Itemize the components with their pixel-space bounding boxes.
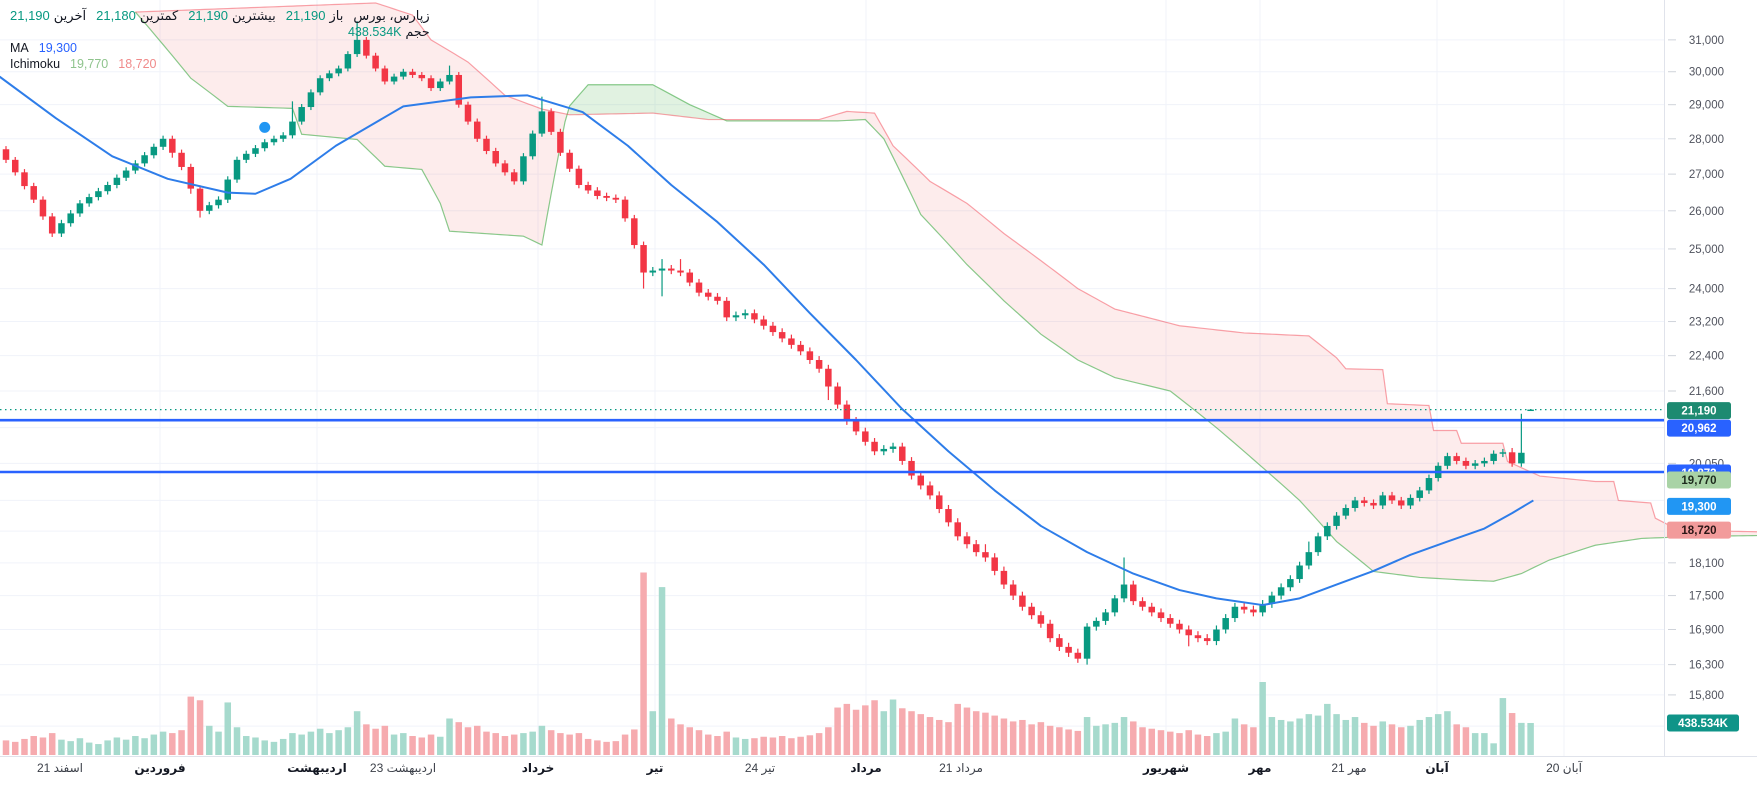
svg-text:23 اردیبهشت: 23 اردیبهشت: [370, 761, 436, 776]
time-axis[interactable]: 21 اسفند فروردین اردیبهشت 23 اردیبهشت خرداد ت…: [37, 760, 1583, 776]
legend-ma-row: MA 19,300: [10, 40, 430, 56]
svg-text:30,000: 30,000: [1689, 67, 1724, 79]
price-tag: 19,770: [1667, 471, 1731, 489]
legend-high: بیشترین 21,190: [188, 8, 276, 23]
senkou-b-line: [135, 2, 1757, 533]
svg-text:23,200: 23,200: [1689, 317, 1724, 329]
svg-text:21 اسفند: 21 اسفند: [37, 761, 83, 775]
price-tag: 18,720: [1667, 521, 1731, 539]
ichimoku-cloud: [134, 2, 1757, 582]
svg-text:29,000: 29,000: [1689, 100, 1724, 112]
svg-text:438.534K: 438.534K: [1678, 718, 1729, 730]
volume-tag: 438.534K: [1667, 714, 1739, 732]
svg-text:24,000: 24,000: [1689, 284, 1724, 296]
svg-text:21 مهر: 21 مهر: [1331, 761, 1366, 776]
svg-text:آبان: آبان: [1425, 760, 1449, 775]
svg-text:25,000: 25,000: [1689, 244, 1724, 256]
legend-last: آخرین 21,190: [10, 8, 87, 23]
svg-text:خرداد: خرداد: [522, 761, 555, 775]
svg-text:27,000: 27,000: [1689, 169, 1724, 181]
svg-text:مرداد: مرداد: [850, 761, 881, 775]
price-tag: 20,962: [1667, 419, 1731, 437]
svg-text:31,000: 31,000: [1689, 35, 1724, 47]
ichimoku-senkou-a-value: 19,770: [70, 57, 109, 71]
svg-text:20,962: 20,962: [1681, 423, 1716, 435]
svg-text:19,770: 19,770: [1681, 475, 1716, 487]
svg-text:اردیبهشت: اردیبهشت: [287, 761, 346, 775]
legend-ichimoku-row: Ichimoku 19,770 18,720: [10, 56, 430, 72]
price-axis[interactable]: 31,000 30,000 29,000 28,000 27,000 26,000 25,0…: [1668, 35, 1724, 702]
senkou-a-line: [134, 11, 1757, 582]
svg-text:21,600: 21,600: [1689, 386, 1724, 398]
ma-line[interactable]: [0, 75, 1534, 607]
svg-text:17,500: 17,500: [1689, 591, 1724, 603]
chart-legend: زپارس، بورس باز 21,190 بیشترین 21,190 کم…: [10, 7, 430, 72]
price-tag: 19,300: [1667, 497, 1731, 515]
svg-text:تیر: تیر: [646, 761, 664, 775]
svg-text:19,300: 19,300: [1681, 501, 1716, 513]
svg-text:24 تیر: 24 تیر: [745, 761, 775, 776]
svg-text:20 آبان: 20 آبان: [1546, 760, 1582, 775]
candles-layer[interactable]: [2, 21, 1534, 665]
marker-dot[interactable]: [259, 121, 271, 133]
legend-low: کمترین 21,180: [96, 8, 179, 23]
legend-volume-row: حجم 438.534K: [10, 24, 430, 40]
grid-layer: [0, 0, 1664, 756]
svg-text:مهر: مهر: [1248, 761, 1272, 775]
symbol-name: زپارس، بورس: [353, 8, 430, 23]
svg-text:شهریور: شهریور: [1142, 761, 1189, 776]
price-tag: 21,190: [1667, 402, 1731, 420]
svg-text:22,400: 22,400: [1689, 351, 1724, 363]
svg-text:16,900: 16,900: [1689, 624, 1724, 636]
svg-text:فروردین: فروردین: [134, 761, 185, 776]
svg-text:26,000: 26,000: [1689, 206, 1724, 218]
ma-label: MA: [10, 41, 29, 55]
volume-layer: [2, 572, 1534, 755]
svg-text:28,000: 28,000: [1689, 134, 1724, 146]
legend-ohlc-row: زپارس، بورس باز 21,190 بیشترین 21,190 کم…: [10, 7, 430, 24]
ichimoku-label: Ichimoku: [10, 57, 61, 71]
svg-text:15,800: 15,800: [1689, 690, 1724, 702]
legend-volume: حجم 438.534K: [347, 25, 430, 39]
svg-text:18,100: 18,100: [1689, 558, 1724, 570]
legend-open: باز 21,190: [285, 8, 344, 23]
svg-text:21,190: 21,190: [1681, 406, 1716, 418]
ma-value: 19,300: [38, 41, 77, 55]
ichimoku-senkou-b-value: 18,720: [118, 57, 157, 71]
svg-text:18,720: 18,720: [1681, 525, 1716, 537]
svg-text:21 مرداد: 21 مرداد: [939, 761, 983, 776]
svg-text:16,300: 16,300: [1689, 660, 1724, 672]
